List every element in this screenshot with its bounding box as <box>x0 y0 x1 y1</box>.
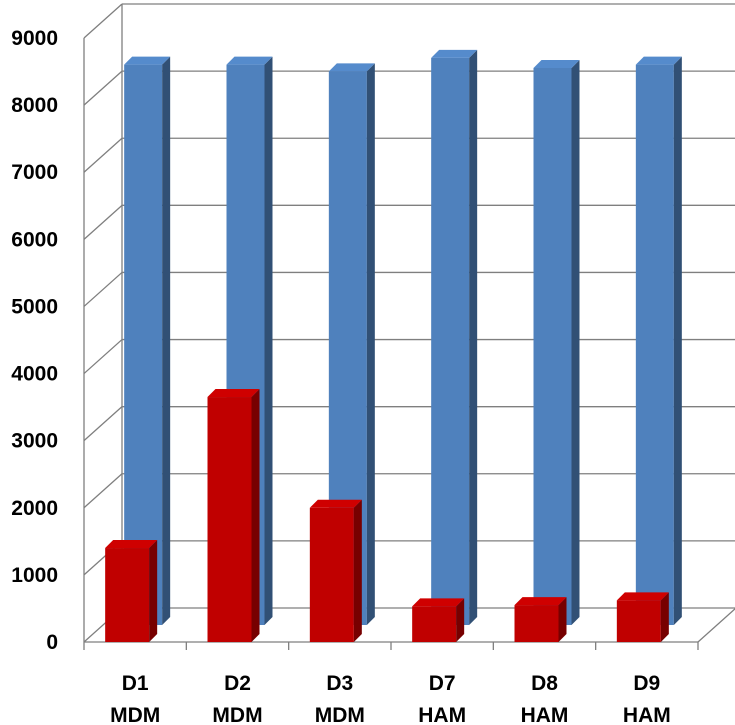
blue-bar-D7-HAM-side <box>469 49 478 625</box>
red-bar-D2-MDM-front <box>207 397 252 642</box>
blue-bar-D1-MDM-front <box>124 64 163 626</box>
y-tick-label: 2000 <box>11 497 58 520</box>
red-bar-D3-MDM-top <box>309 499 362 508</box>
gridline-side-9000 <box>83 3 123 39</box>
y-tick-label: 3000 <box>11 430 58 453</box>
blue-bar-D9-HAM-front <box>635 64 674 626</box>
red-bar-D7-HAM-side <box>456 598 465 642</box>
gridline-side-8000 <box>83 70 123 106</box>
red-bar-D7-HAM-front <box>412 606 457 642</box>
axes <box>83 4 735 650</box>
red-bar-D3-MDM-front <box>309 507 354 642</box>
y-axis-tick-labels: 0 1000 2000 3000 4000 5000 6000 7000 8000 9000 <box>11 27 58 654</box>
blue-bar-D1-MDM-top <box>124 56 171 65</box>
floor-right-edge <box>697 608 735 643</box>
gridline-side-3000 <box>83 406 123 442</box>
y-tick-label: 0 <box>46 631 58 654</box>
x-category-label: D8 HAM <box>521 672 569 725</box>
x-category-label: D7 HAM <box>418 672 466 725</box>
series-back-bars <box>124 49 682 626</box>
blue-bar-D3-MDM-side <box>366 63 375 626</box>
blue-bar-D1-MDM-side <box>162 56 171 626</box>
y-tick-label: 4000 <box>11 363 58 386</box>
y-tick-label: 1000 <box>11 564 58 587</box>
x-category-label: D1 MDM <box>110 672 160 725</box>
red-bar-D2-MDM-top <box>207 389 260 398</box>
gridlines <box>83 3 735 643</box>
blue-bar-D8-HAM-side <box>571 59 580 625</box>
red-bar-D1-MDM <box>105 540 158 642</box>
red-bar-D2-MDM-side <box>251 389 260 642</box>
blue-bar-D7-HAM-top <box>431 49 478 58</box>
x-axis-category-labels: D1 MDM D2 MDM D3 MDM D7 HAM D8 HAM D9 HAM <box>110 672 671 725</box>
blue-bar-D9-HAM-top <box>635 56 682 65</box>
x-category-label: D3 MDM <box>315 672 365 725</box>
blue-bar-D8-HAM-front <box>533 67 572 625</box>
gridline-side-7000 <box>83 137 123 173</box>
x-category-label: D2 MDM <box>212 672 262 725</box>
red-bar-D1-MDM-side <box>149 540 158 642</box>
y-tick-label: 6000 <box>11 228 58 251</box>
blue-bar-D2-MDM-side <box>264 56 273 626</box>
red-bar-D7-HAM-top <box>412 598 465 607</box>
red-bar-D8-HAM-front <box>514 605 559 642</box>
blue-bar-D2-MDM-top <box>226 56 273 65</box>
red-bar-D9-HAM <box>616 592 669 642</box>
blue-bar-D7-HAM <box>431 49 478 625</box>
blue-bar-D8-HAM-top <box>533 59 580 68</box>
y-tick-label: 5000 <box>11 295 58 318</box>
x-category-label: D9 HAM <box>623 672 671 725</box>
red-bar-D1-MDM-top <box>105 540 158 549</box>
blue-bar-D9-HAM <box>635 56 682 626</box>
red-bar-D3-MDM <box>309 499 362 642</box>
red-bar-D8-HAM <box>514 597 567 642</box>
gridline-side-6000 <box>83 204 123 240</box>
red-bar-D2-MDM <box>207 389 260 642</box>
gridline-side-2000 <box>83 473 123 509</box>
red-bar-D1-MDM-front <box>105 548 150 642</box>
red-bar-D8-HAM-side <box>558 597 567 642</box>
gridline-side-4000 <box>83 339 123 375</box>
red-bar-D7-HAM <box>412 598 465 642</box>
red-bar-D9-HAM-top <box>616 592 669 601</box>
red-bar-D3-MDM-side <box>353 499 362 642</box>
blue-bar-D8-HAM <box>533 59 580 625</box>
red-bar-D9-HAM-front <box>616 600 661 642</box>
series-front-bars <box>105 389 669 642</box>
blue-bar-D9-HAM-side <box>673 56 682 626</box>
blue-bar-D7-HAM-front <box>431 57 470 625</box>
gridline-side-5000 <box>83 271 123 307</box>
blue-bar-D1-MDM <box>124 56 171 626</box>
red-bar-D8-HAM-top <box>514 597 567 606</box>
y-tick-label: 7000 <box>11 161 58 184</box>
red-bar-D9-HAM-side <box>660 592 669 642</box>
y-tick-label: 8000 <box>11 94 58 117</box>
blue-bar-D3-MDM-top <box>328 63 375 72</box>
y-tick-label: 9000 <box>11 27 58 50</box>
